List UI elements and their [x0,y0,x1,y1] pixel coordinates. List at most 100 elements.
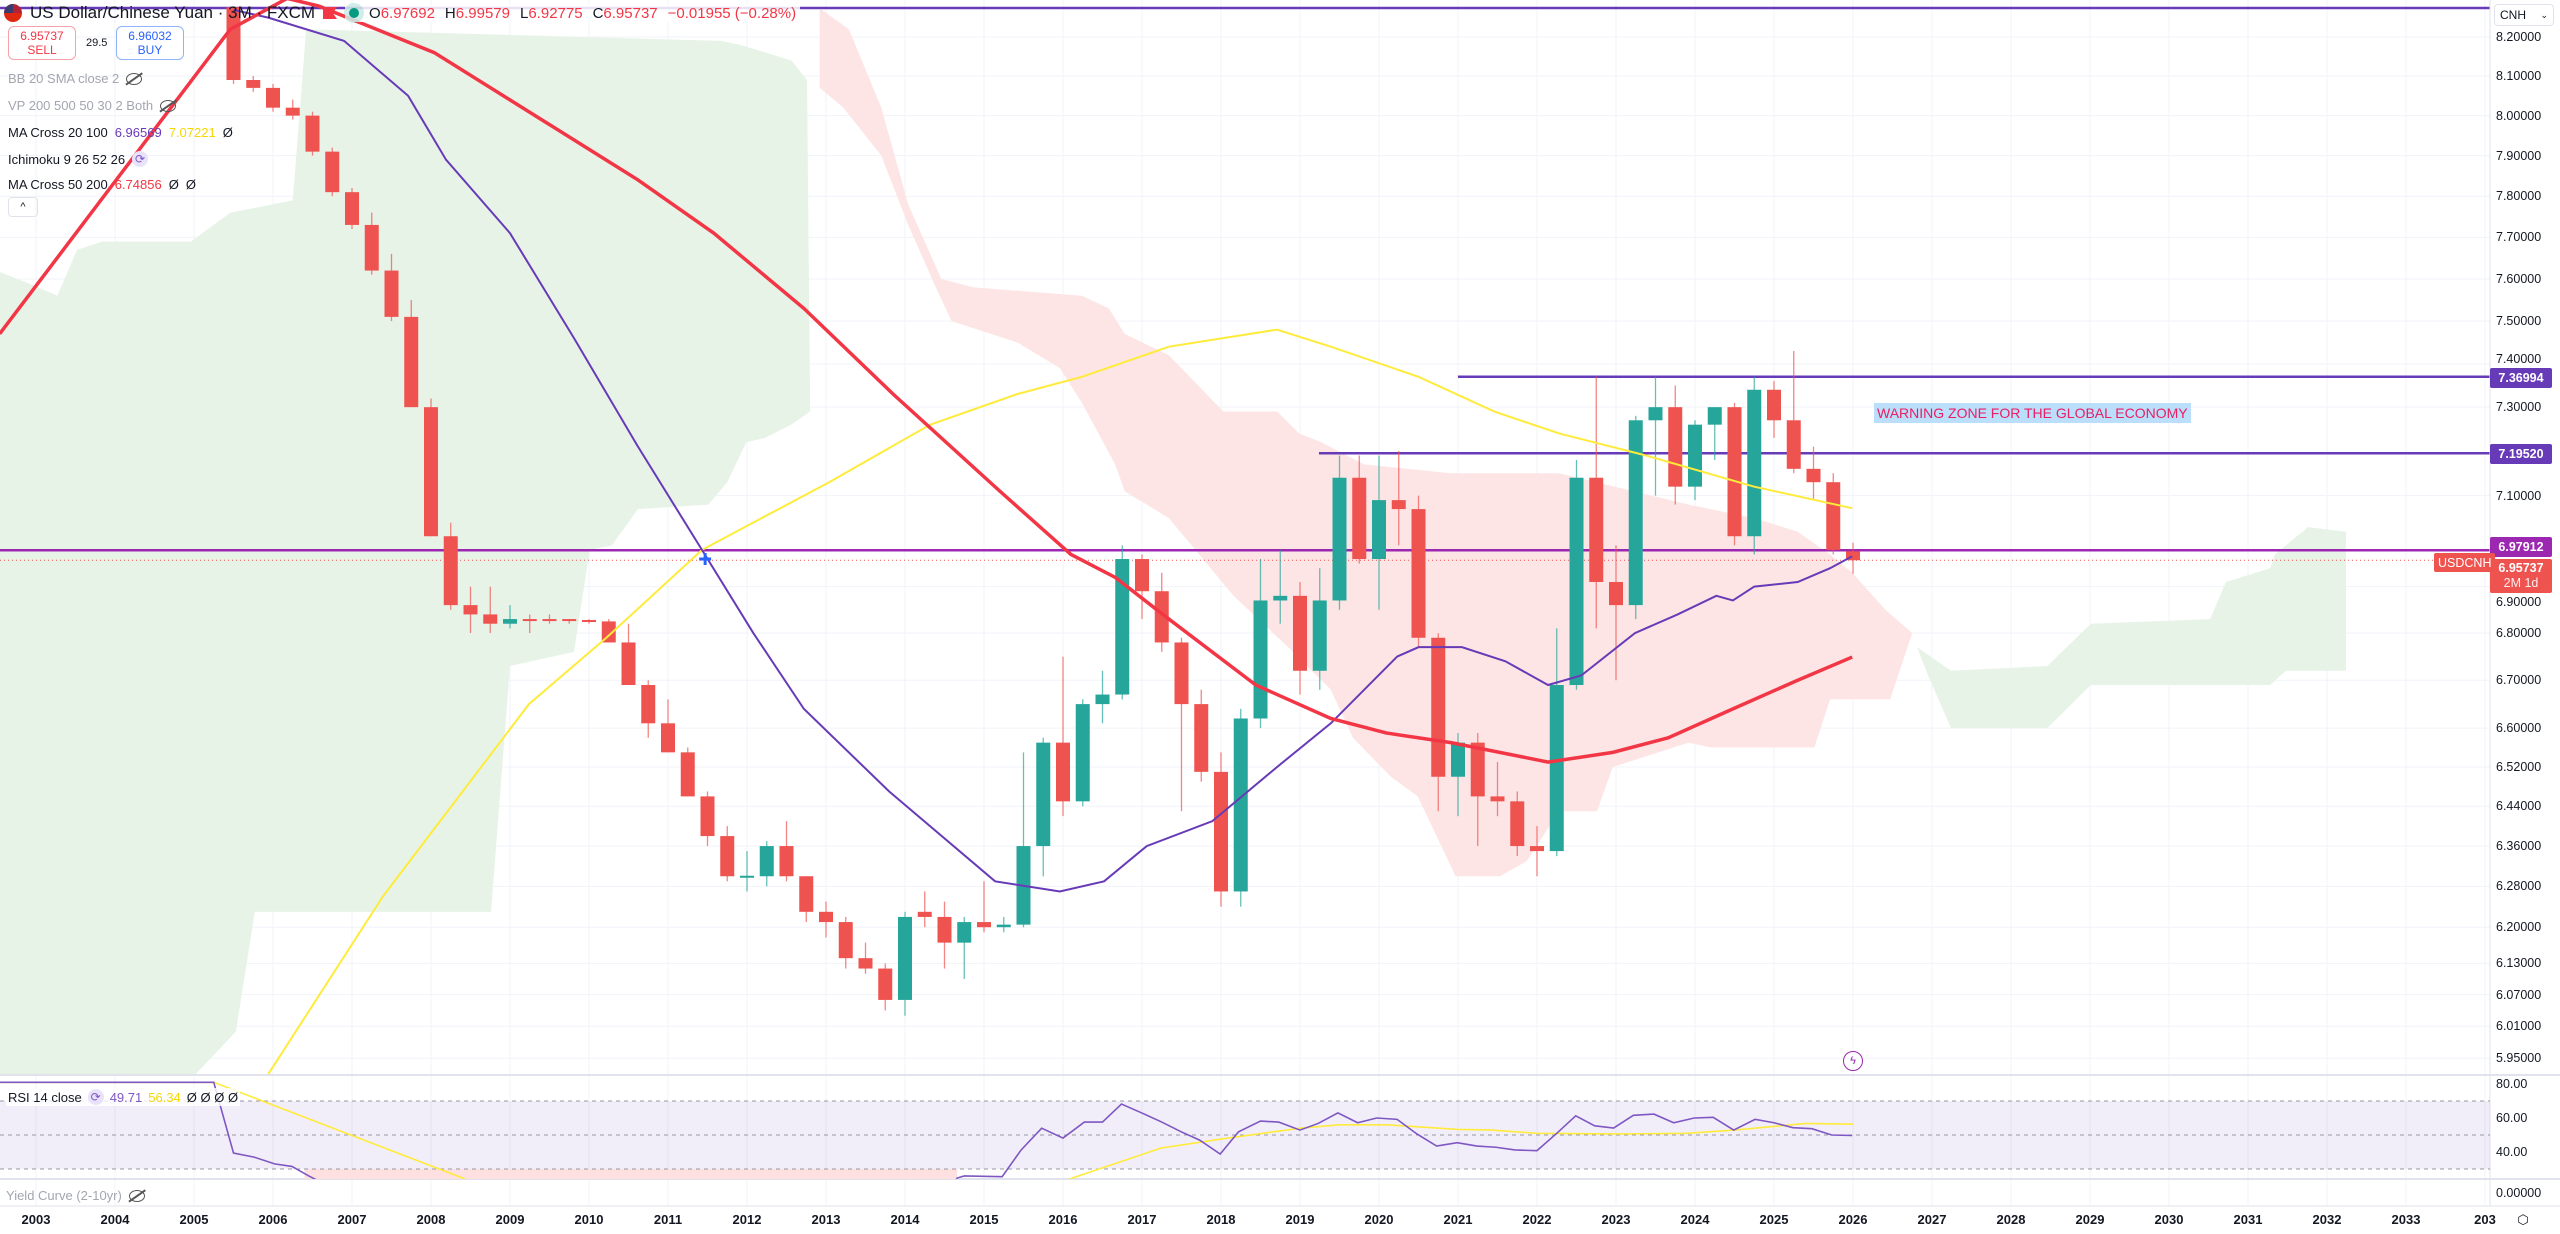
rsi-line [0,1081,1853,1179]
candle-body [700,796,715,837]
candle-body [898,916,912,1000]
sync-icon[interactable]: ⟳ [87,1089,104,1105]
candle-down [1530,826,1544,877]
collapse-legend-button[interactable]: ^ [8,197,38,217]
indicator-name: VP 200 500 50 30 2 Both [8,98,154,113]
price-tick-label: 6.28000 [2496,879,2542,894]
candle-down [1510,791,1525,857]
indicator-ma-cross-20-100[interactable]: MA Cross 20 100 6.96569 7.07221 Ø [8,125,233,140]
candle-down [325,147,340,197]
currency-dropdown[interactable]: CNH ⌄ [2494,4,2554,26]
close-value: 6.95737 [603,4,658,22]
candle-body [542,619,557,622]
candle-down [858,942,873,974]
candle-body [1391,500,1406,510]
rsi-legend[interactable]: RSI 14 close ⟳ 49.71 56.34 Ø Ø Ø Ø [6,1088,241,1106]
indicator-name: Ichimoku 9 26 52 26 [8,151,126,167]
candle-body [345,192,359,225]
rsi-tick-label: 60.00 [2496,1111,2528,1125]
time-tick-label: 2012 [732,1212,762,1227]
candle-body [1490,796,1505,802]
ichimoku-cloud-bullish [1916,527,2346,729]
settings-icon[interactable]: ⬡ [2517,1212,2529,1227]
candle-down [443,522,458,610]
candle-up [957,916,972,979]
cross-value: Ø [222,125,233,140]
candle-body [1806,468,1821,483]
candle-down [1786,350,1801,474]
buy-price: 6.96032 [128,29,172,43]
symbol-header: US Dollar/Chinese Yuan · 3M · FXCM O6.97… [4,2,801,24]
candle-down [661,699,675,753]
candle-body [1786,420,1801,469]
price-tick-label: 7.80000 [2496,189,2542,204]
price-tick-label: 8.20000 [2496,30,2542,44]
market-status-icon[interactable] [349,8,360,18]
candle-body [483,614,498,624]
candle-up [1648,376,1663,496]
ma20-value: 6.96569 [114,125,162,140]
candle-body [305,115,320,152]
rsi-ma-value: 56.34 [148,1089,181,1105]
candle-down [424,398,438,537]
candle-body [404,316,419,408]
buy-button[interactable]: 6.96032 BUY [116,26,184,60]
eye-hidden-icon[interactable] [128,1189,145,1202]
sell-price: 6.95737 [20,29,64,43]
candle-down [977,881,991,933]
eye-hidden-icon[interactable] [160,99,177,112]
candle-up [1569,459,1584,690]
time-tick-label: 2008 [416,1212,446,1227]
indicator-name: BB 20 SMA close 2 [8,71,120,86]
indicator-vp[interactable]: VP 200 500 50 30 2 Both [8,98,177,113]
time-tick-label: 2018 [1206,1212,1236,1227]
spread-value: 29.5 [86,37,108,49]
rsi-oversold-fill [304,1169,958,1179]
ma50-value: 6.74856 [114,177,162,192]
candle-up [1549,628,1564,857]
time-tick-label: 2005 [179,1212,209,1227]
price-tick-label: 6.44000 [2496,799,2542,814]
candle-down [522,614,537,634]
indicator-ichimoku[interactable]: Ichimoku 9 26 52 26 ⟳ [8,151,149,167]
candle-down [917,891,932,928]
time-tick-label: 203 [2474,1212,2496,1227]
candle-down [1214,752,1228,907]
candle-down [345,188,359,230]
time-tick-label: 2013 [811,1212,841,1227]
eye-hidden-icon[interactable] [126,72,143,85]
ma-cross-marker-icon [699,553,712,566]
candle-up [1095,670,1110,724]
candle-body [325,151,340,193]
sync-icon[interactable]: ⟳ [132,151,149,167]
symbol-title[interactable]: US Dollar/Chinese Yuan · 3M · FXCM [30,3,316,22]
time-tick-label: 2031 [2233,1212,2263,1227]
flag-marker-icon[interactable] [323,7,338,19]
change-value: −0.01955 (−0.28%) [667,4,797,22]
rsi-tick-label: 40.00 [2496,1145,2528,1159]
yield-curve-legend[interactable]: Yield Curve (2-10yr) [6,1188,145,1203]
indicator-ma-cross-50-200[interactable]: MA Cross 50 200 6.74856 Ø Ø [8,177,196,192]
price-tick-label: 6.13000 [2496,956,2542,971]
candle-body [1688,424,1702,487]
ma100-value: 7.07221 [168,125,216,140]
candle-down [1846,542,1860,574]
candle-down [680,747,695,797]
warning-zone-annotation[interactable]: WARNING ZONE FOR THE GLOBAL ECONOMY [1874,403,2191,423]
candle-down [779,821,794,882]
candle-down [700,791,715,847]
candle-body [1628,420,1643,606]
rsi-extra-values: Ø Ø Ø Ø [186,1089,239,1105]
price-tick-label: 6.52000 [2496,759,2542,774]
candle-up [1688,420,1702,501]
sell-button[interactable]: 6.95737 SELL [8,26,76,60]
candle-down [1411,495,1426,648]
candle-body [1846,551,1860,561]
ohlc-readout: O6.97692 H6.99579 L6.92775 C6.95737 −0.0… [345,4,801,22]
candle-body [1312,600,1327,671]
indicator-bb[interactable]: BB 20 SMA close 2 [8,71,143,86]
lightning-event-icon[interactable]: ϟ [1843,1051,1863,1071]
candle-down [285,99,300,120]
candle-body [1372,500,1386,560]
